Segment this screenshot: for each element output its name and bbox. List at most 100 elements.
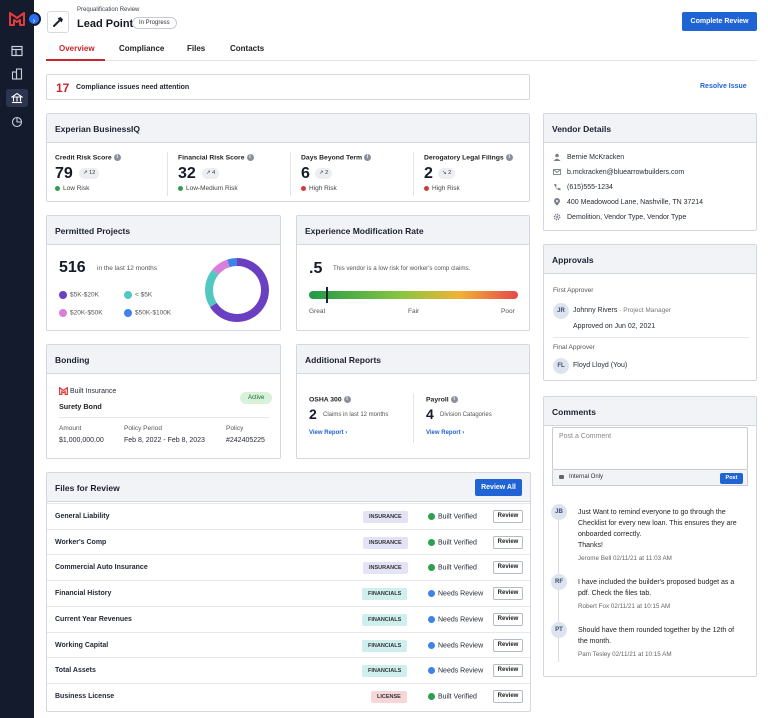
review-button[interactable]: Review [493, 561, 523, 575]
donut-segment-5k-20k [209, 258, 269, 322]
file-category-tag: INSURANCE [363, 536, 408, 549]
file-status: Built Verified [428, 513, 477, 520]
emr-gauge-marker [325, 287, 328, 303]
bonding-card: Bonding Built Insurance Surety Bond Acti… [46, 344, 281, 459]
amount-label: Amount [59, 425, 82, 432]
vendor-title: Vendor Details [544, 114, 756, 143]
vendor-email[interactable]: b.mckracken@bluearrowbuilders.com [553, 168, 684, 176]
permitted-period: in the last 12 months [97, 265, 157, 272]
financial-risk-change: ↗ 4 [202, 168, 220, 179]
tab-compliance[interactable]: Compliance [119, 44, 165, 53]
tab-overview[interactable]: Overview [59, 44, 95, 53]
scale-label-fair: Fair [408, 308, 420, 315]
comment-input[interactable]: Post a Comment [552, 427, 748, 470]
amount-value: $1,000,000.00 [59, 437, 104, 444]
sidebar-item-reviews[interactable] [6, 89, 28, 107]
active-tab-indicator [46, 59, 105, 61]
complete-review-button[interactable]: Complete Review [682, 12, 757, 31]
legal-filings-change: ↘ 2 [438, 168, 456, 179]
chevron-right-icon: › [462, 430, 465, 436]
check-circle-icon [428, 564, 435, 572]
vendor-phone[interactable]: (615)555-1234 [553, 183, 613, 191]
divider [59, 417, 269, 418]
user-icon [553, 153, 561, 161]
page-icon [47, 11, 69, 33]
comment-text: the month. [578, 638, 612, 645]
avatar: JR [553, 303, 569, 319]
approvals-card: Approvals First Approver JR Johnny River… [543, 244, 757, 381]
post-comment-button[interactable]: Post [720, 473, 743, 484]
file-status: Built Verified [428, 564, 477, 572]
sidebar-item-dashboard[interactable] [6, 42, 28, 60]
file-category-tag: FINANCIALS [362, 639, 408, 652]
layout-icon [11, 45, 23, 57]
comment-meta: Robert Fox 02/11/21 at 10:15 AM [578, 603, 671, 610]
table-row: Commercial Auto Insurance INSURANCE Buil… [47, 554, 530, 580]
days-beyond-term-change: ↗ 2 [315, 168, 333, 179]
internal-only-label: Internal Only [552, 470, 748, 486]
review-button[interactable]: Review [493, 664, 523, 678]
built-logo-icon[interactable] [9, 12, 25, 26]
review-button[interactable]: Review [493, 612, 523, 626]
days-beyond-term-label: Days Beyond Term i [301, 154, 372, 161]
payroll-view-report-link[interactable]: View Report › [426, 430, 465, 436]
sidebar-expand-toggle[interactable]: › [27, 12, 41, 26]
comment-meta: Jerome Bell 02/11/21 at 11:03 AM [578, 555, 672, 562]
file-status: Needs Review [428, 590, 483, 597]
legend-item: $50K-$100K [124, 309, 171, 317]
avatar: JB [551, 504, 567, 520]
legal-filings-label: Derogatory Legal Filings i [424, 154, 513, 161]
file-category-tag: INSURANCE [363, 511, 408, 523]
info-icon[interactable]: i [246, 154, 254, 161]
bond-status-badge: Active [240, 392, 273, 404]
bank-icon [11, 92, 23, 104]
review-all-button[interactable]: Review All [475, 479, 522, 496]
policy-label: Policy [226, 425, 244, 432]
review-button[interactable]: Review [493, 689, 523, 703]
status-badge: In Progress [132, 17, 177, 29]
pie-chart-icon [11, 116, 23, 128]
info-circle-icon [428, 667, 435, 675]
legend-swatch-icon [124, 309, 132, 317]
comment-text: Just Want to remind everyone to go throu… [578, 509, 726, 516]
legend-swatch-icon [59, 291, 67, 299]
page-eyebrow: Prequalification Review [77, 7, 140, 13]
check-circle-icon [428, 692, 435, 700]
info-icon[interactable]: i [505, 154, 513, 161]
permitted-projects-card: Permitted Projects 516 in the last 12 mo… [46, 215, 281, 331]
file-name: Working Capital [55, 641, 109, 649]
legend-swatch-icon [59, 309, 67, 317]
review-button[interactable]: Review [493, 510, 523, 523]
emr-title: Experience Modification Rate [297, 216, 529, 245]
vendor-address: 400 Meadowood Lane, Nashville, TN 37214 [553, 198, 703, 206]
resolve-issue-link[interactable]: Resolve Issue [700, 83, 747, 90]
info-icon[interactable]: i [364, 154, 372, 161]
info-circle-icon [428, 615, 435, 623]
credit-risk-label: Credit Risk Score i [55, 154, 121, 161]
sidebar-item-buildings[interactable] [6, 65, 28, 83]
tab-files[interactable]: Files [187, 44, 206, 53]
osha-label: OSHA 300 i [309, 396, 351, 403]
comment-text: I have included the builder's proposed b… [578, 579, 735, 586]
payroll-label: Payroll i [426, 396, 458, 403]
tab-contacts[interactable]: Contacts [230, 44, 265, 53]
review-button[interactable]: Review [493, 587, 523, 601]
hammer-icon [53, 17, 63, 27]
osha-view-report-link[interactable]: View Report › [309, 430, 348, 436]
lock-icon [559, 475, 564, 479]
divider [290, 152, 291, 196]
sidebar-item-analytics[interactable] [6, 113, 28, 131]
table-row: Working Capital FINANCIALS Needs Review … [47, 631, 530, 658]
donut-segment-20k-50k [212, 259, 230, 275]
review-button[interactable]: Review [493, 535, 523, 549]
approvals-title: Approvals [544, 245, 756, 274]
check-circle-icon [428, 513, 435, 520]
info-icon[interactable]: i [343, 396, 351, 403]
files-title: Files for Review [47, 473, 530, 502]
info-icon[interactable]: i [113, 154, 121, 161]
info-icon[interactable]: i [450, 396, 458, 403]
review-button[interactable]: Review [493, 638, 523, 652]
tab-bar: Overview Compliance Files Contacts [46, 40, 757, 61]
final-approver-name: Floyd Lloyd (You) [573, 362, 628, 369]
legend-item: $20K-$50K [59, 309, 103, 317]
